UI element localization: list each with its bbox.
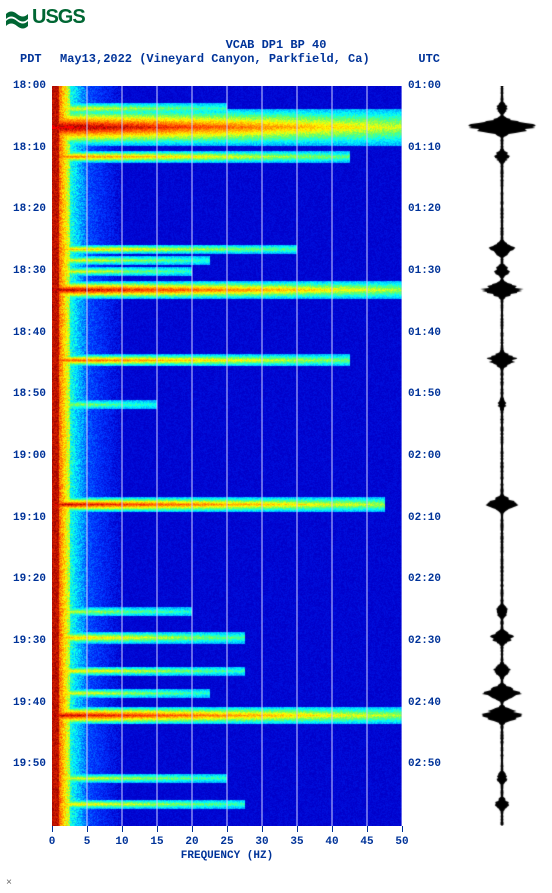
x-tick: 40 <box>325 836 338 848</box>
x-tick: 25 <box>220 836 233 848</box>
y-left-tick: 18:50 <box>13 388 46 400</box>
y-right-tick: 01:10 <box>408 142 441 154</box>
x-tick: 35 <box>290 836 303 848</box>
y-right-tick: 01:40 <box>408 327 441 339</box>
y-right-tick: 01:00 <box>408 80 441 92</box>
y-left-tick: 19:00 <box>13 450 46 462</box>
x-tick: 45 <box>360 836 373 848</box>
y-right-tick: 02:10 <box>408 512 441 524</box>
x-tick: 50 <box>395 836 408 848</box>
y-right-tick: 02:50 <box>408 758 441 770</box>
y-left-tick: 19:40 <box>13 697 46 709</box>
y-left-tick: 18:30 <box>13 265 46 277</box>
y-left-tick: 18:20 <box>13 203 46 215</box>
x-tick: 10 <box>115 836 128 848</box>
spectrogram-canvas <box>52 86 402 826</box>
y-right-tick: 01:50 <box>408 388 441 400</box>
y-right-tick: 01:20 <box>408 203 441 215</box>
y-left-tick: 19:20 <box>13 573 46 585</box>
x-axis: FREQUENCY (HZ) 05101520253035404550 <box>52 826 402 876</box>
x-tick: 30 <box>255 836 268 848</box>
usgs-wave-icon <box>6 7 28 29</box>
chart-title: VCAB DP1 BP 40 <box>0 38 552 52</box>
y-right-tick: 02:40 <box>408 697 441 709</box>
y-axis-left: 18:0018:1018:2018:3018:4018:5019:0019:10… <box>0 86 50 826</box>
date-location: May13,2022 (Vineyard Canyon, Parkfield, … <box>60 52 370 66</box>
waveform-canvas <box>460 86 544 826</box>
y-left-tick: 18:00 <box>13 80 46 92</box>
footer-mark: × <box>6 878 12 889</box>
x-tick: 20 <box>185 836 198 848</box>
y-left-tick: 19:50 <box>13 758 46 770</box>
timezone-left: PDT <box>20 52 42 66</box>
x-axis-label: FREQUENCY (HZ) <box>52 850 402 862</box>
waveform-plot <box>460 86 544 826</box>
y-right-tick: 01:30 <box>408 265 441 277</box>
y-axis-right: 01:0001:1001:2001:3001:4001:5002:0002:10… <box>404 86 454 826</box>
usgs-logo: USGS <box>6 6 85 29</box>
chart-header: VCAB DP1 BP 40 PDT May13,2022 (Vineyard … <box>0 38 552 52</box>
y-left-tick: 18:10 <box>13 142 46 154</box>
y-left-tick: 19:30 <box>13 635 46 647</box>
x-tick: 5 <box>84 836 91 848</box>
y-left-tick: 19:10 <box>13 512 46 524</box>
spectrogram-plot <box>52 86 402 826</box>
y-right-tick: 02:20 <box>408 573 441 585</box>
timezone-right: UTC <box>418 52 440 66</box>
y-left-tick: 18:40 <box>13 327 46 339</box>
usgs-logo-text: USGS <box>32 6 85 29</box>
y-right-tick: 02:00 <box>408 450 441 462</box>
x-tick: 15 <box>150 836 163 848</box>
y-right-tick: 02:30 <box>408 635 441 647</box>
x-tick: 0 <box>49 836 56 848</box>
